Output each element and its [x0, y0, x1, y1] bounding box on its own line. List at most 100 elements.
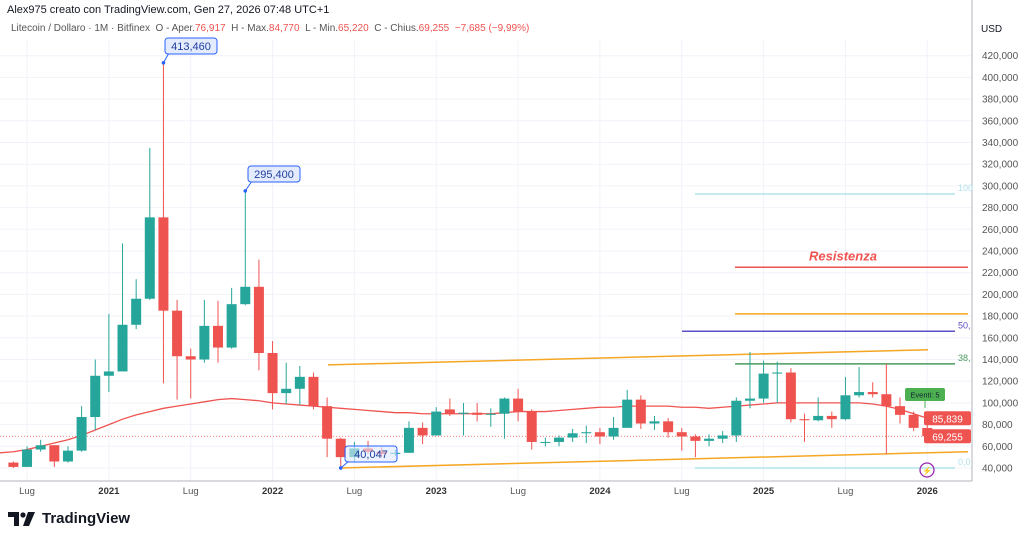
x-tick-label: Lug — [346, 486, 362, 497]
candle — [103, 313, 114, 393]
tradingview-logo[interactable]: TradingView — [8, 510, 130, 527]
candle — [526, 409, 537, 450]
x-tick-label: 2024 — [589, 486, 611, 497]
x-tick-label: 2021 — [98, 486, 120, 497]
lightning-glyph: ⚡ — [922, 466, 932, 476]
low-label: L - Min. — [305, 23, 339, 34]
candle-body — [485, 413, 496, 415]
candle-body — [172, 310, 183, 357]
candle-body — [199, 325, 210, 360]
change-value: −7,685 (−9,99%) — [454, 23, 530, 34]
candle — [403, 421, 414, 453]
candle — [813, 397, 824, 422]
symbol-name[interactable]: Litecoin / Dollaro · 1M · Bitfinex — [11, 23, 150, 34]
candle-body — [267, 352, 278, 394]
candle — [799, 413, 810, 442]
price-label: 69,255 — [932, 432, 963, 443]
y-tick-label: 80,000 — [982, 420, 1013, 431]
candle — [226, 287, 237, 349]
candle — [90, 359, 101, 431]
candle-body — [704, 438, 715, 441]
candle — [62, 446, 73, 463]
candle — [199, 299, 210, 363]
candle-body — [867, 392, 878, 395]
candle — [690, 434, 701, 458]
fib-level-label: 0,0 — [958, 457, 971, 467]
candle-body — [185, 356, 196, 360]
tradingview-logo-icon — [8, 511, 35, 526]
candle — [35, 439, 46, 452]
resistance-label: Resistenza — [809, 248, 877, 263]
candle — [213, 300, 223, 363]
y-tick-label: 400,000 — [982, 73, 1019, 84]
price-last-label-bg — [924, 429, 971, 444]
candle-body — [90, 375, 101, 418]
candle — [676, 427, 687, 451]
events-badge — [905, 388, 945, 401]
candle-body — [663, 421, 674, 433]
candle — [431, 407, 442, 436]
candle-body — [908, 414, 919, 428]
y-tick-label: 380,000 — [982, 95, 1019, 106]
open-label: O - Aper. — [155, 23, 195, 34]
candle-body — [417, 427, 428, 436]
candle-body — [567, 433, 578, 438]
candle-body — [335, 438, 346, 458]
callout-label: 40,047 — [354, 449, 388, 461]
candle — [649, 415, 660, 431]
close-label: C - Chius. — [374, 23, 419, 34]
x-tick-label: Lug — [510, 486, 526, 497]
candle — [744, 351, 755, 409]
candle — [854, 367, 865, 398]
candle-body — [608, 427, 619, 437]
candle — [867, 382, 878, 398]
candle-body — [131, 298, 142, 325]
chart-header-title: Alex975 creato con TradingView.com, Gen … — [7, 4, 330, 16]
candle-body — [581, 432, 592, 434]
candle-body — [158, 217, 169, 311]
low-value: 65,220 — [338, 23, 369, 34]
candle-body — [649, 421, 660, 424]
callout-anchor — [161, 60, 166, 65]
candle-body — [622, 399, 633, 428]
y-tick-label: 140,000 — [982, 355, 1019, 366]
candle — [158, 62, 169, 384]
x-tick-label: Lug — [183, 486, 199, 497]
candle-body — [854, 392, 865, 396]
y-tick-label: 180,000 — [982, 312, 1019, 323]
candle — [758, 360, 769, 403]
candle-body — [717, 435, 728, 439]
candle — [308, 372, 319, 410]
callout-pointer — [163, 52, 170, 64]
candle-body — [281, 388, 292, 394]
open-value: 76,917 — [194, 23, 226, 34]
candle — [485, 408, 496, 427]
candle-body — [444, 409, 455, 414]
candle — [895, 397, 905, 424]
x-tick-label: Lug — [674, 486, 690, 497]
candle — [540, 437, 551, 447]
candle-body — [76, 417, 87, 451]
candle — [785, 368, 796, 423]
candle-body — [322, 406, 333, 439]
candle — [499, 397, 510, 439]
candle — [594, 427, 605, 445]
high-label: H - Max. — [231, 23, 269, 34]
candle — [881, 363, 892, 454]
callout-box — [247, 165, 301, 183]
candle-body — [785, 372, 796, 420]
candle-body — [403, 427, 414, 453]
candle-body — [840, 395, 851, 420]
x-tick-label: 2026 — [917, 486, 938, 497]
candle — [513, 388, 524, 422]
candle — [172, 299, 183, 400]
candle — [8, 461, 19, 468]
candle-body — [8, 462, 19, 467]
candle — [76, 406, 87, 452]
candle-body — [472, 412, 483, 415]
candle — [458, 402, 469, 436]
candle-body — [895, 406, 905, 415]
candle — [717, 431, 728, 444]
lightning-icon — [919, 462, 935, 478]
